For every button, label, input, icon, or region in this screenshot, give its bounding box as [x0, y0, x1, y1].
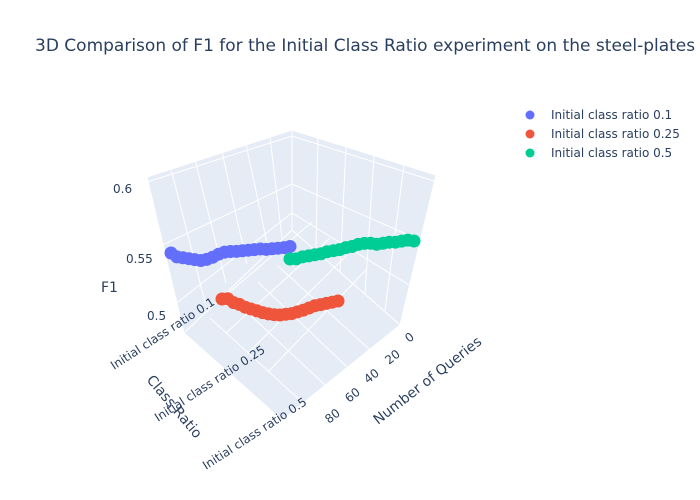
gridline	[209, 317, 304, 404]
plot-scene[interactable]	[146, 129, 437, 421]
legend-item[interactable]: Initial class ratio 0.25	[525, 127, 680, 141]
gridline	[257, 281, 348, 368]
gridline	[170, 168, 206, 303]
floor-panel	[183, 229, 401, 421]
legend-swatch	[525, 110, 535, 120]
legend-item[interactable]: Initial class ratio 0.5	[525, 146, 673, 160]
gridline	[291, 183, 421, 241]
chart-title: 3D Comparison of F1 for the Initial Clas…	[35, 36, 695, 56]
x-tick-label: 60	[342, 385, 363, 405]
x-tick-label: 80	[322, 406, 343, 426]
z-axis-ticks: 0.6 0.55 0.5	[113, 182, 166, 323]
gridline	[146, 135, 293, 183]
x-axis-title: Number of Queries	[371, 334, 485, 428]
legend-label: Initial class ratio 0.25	[551, 127, 680, 141]
gridline	[267, 269, 367, 373]
y-tick-label: Initial class ratio 0.5	[200, 395, 309, 473]
data-point	[215, 292, 229, 306]
gridline	[245, 143, 269, 249]
x-tick-label: 0	[402, 330, 417, 346]
z-tick-label: 0.6	[113, 182, 132, 196]
z-tick-label: 0.55	[126, 252, 153, 266]
legend: Initial class ratio 0.1 Initial class ra…	[525, 108, 680, 160]
legend-swatch	[525, 129, 535, 139]
legend-label: Initial class ratio 0.1	[551, 108, 672, 122]
gridline	[194, 159, 227, 284]
gridline	[291, 135, 435, 182]
data-point	[164, 246, 178, 260]
z-axis-title: F1	[101, 280, 118, 296]
data-markers	[164, 233, 421, 322]
gridline	[173, 212, 293, 306]
y-axis-title: Class Ratio	[143, 372, 205, 441]
x-tick-label: 40	[361, 366, 382, 386]
gridline	[269, 136, 283, 239]
gridline	[155, 183, 293, 249]
gridline	[247, 253, 349, 354]
gridline	[364, 155, 375, 294]
data-point	[283, 252, 297, 266]
legend-swatch	[525, 148, 535, 158]
legend-item[interactable]: Initial class ratio 0.1	[525, 108, 673, 122]
z-tick-label: 0.5	[147, 309, 166, 323]
legend-label: Initial class ratio 0.5	[551, 146, 672, 160]
x-tick-label: 20	[382, 347, 403, 367]
